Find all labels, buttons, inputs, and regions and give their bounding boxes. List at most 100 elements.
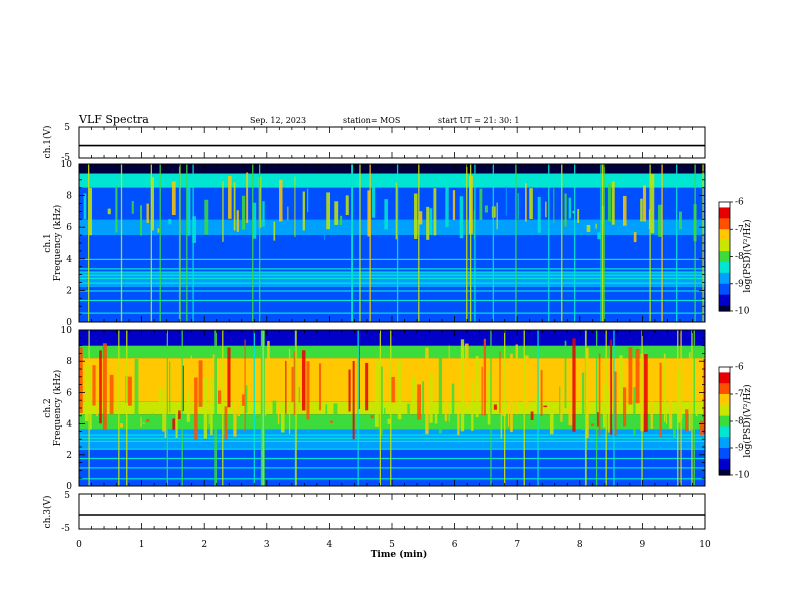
colorbar-cell <box>719 401 730 404</box>
spectrogram-burst <box>370 415 374 419</box>
colorbar-tick-label: -8 <box>735 417 744 427</box>
spectrogram-burst <box>204 199 209 235</box>
frequency-tick-label-10: 10 <box>61 160 73 170</box>
colorbar-cell <box>719 276 730 279</box>
ch2-ylabel-channel: ch.2 <box>43 398 53 417</box>
spectrogram-burst <box>484 205 488 213</box>
spectrogram-burst <box>622 387 627 427</box>
colorbar-cell <box>719 433 730 436</box>
ch3-ytick-top: 5 <box>64 491 70 501</box>
spectrogram-burst <box>171 181 176 216</box>
colorbar-cell <box>719 415 730 418</box>
spectrogram-burst <box>475 356 479 417</box>
colorbar-cell <box>719 386 730 390</box>
colorbar-tick-label: -9 <box>735 444 744 454</box>
spectrogram-burst <box>158 387 162 412</box>
colorbar-cell <box>719 272 730 276</box>
colorbar-cell <box>719 205 730 209</box>
time-tick-label-9: 9 <box>640 540 646 550</box>
spectrogram-burst <box>237 379 241 417</box>
frequency-tick-label-2: 2 <box>66 286 72 296</box>
colorbar-cell <box>719 367 730 370</box>
spectrogram-burst <box>224 406 228 439</box>
colorbar-cell <box>719 234 730 238</box>
time-tick-label-8: 8 <box>577 540 583 550</box>
spectrogram-spike <box>186 164 188 322</box>
spectrogram-burst <box>590 423 594 426</box>
frequency-tick-label-0: 0 <box>66 318 72 328</box>
spectrogram-burst <box>595 223 597 229</box>
colorbar-tick-label: -6 <box>735 363 744 373</box>
colorbar-cell <box>719 451 730 454</box>
spectrogram-spike <box>603 164 605 322</box>
spectrogram-burst <box>412 376 416 408</box>
spectrogram-burst <box>695 405 698 417</box>
colorbar-cell <box>719 399 730 402</box>
spectrogram-burst <box>597 232 601 240</box>
frequency-tick-label-6: 6 <box>66 223 72 233</box>
spectrogram-burst <box>633 232 637 243</box>
panel-ch3-waveform: 5 -5 ch.3(V) 0 1 2 3 4 5 6 7 8 9 10 Time (min) <box>42 491 711 560</box>
ch1-waveform-ylabel: ch.1(V) <box>42 126 53 159</box>
ch2-spectrogram-image <box>79 330 705 486</box>
spectrogram-line <box>79 312 705 314</box>
spectrogram-spike <box>466 164 468 322</box>
spectrogram-spike <box>351 164 354 322</box>
spectrogram-burst <box>119 423 124 428</box>
spectrogram-burst <box>162 390 165 432</box>
spectrogram-burst <box>517 193 519 220</box>
spectrogram-spike <box>390 330 392 486</box>
colorbar-ch2: -6 -7 -8 -9 -10 log(PSD)(V²/Hz) <box>718 363 753 481</box>
time-tick-label-10: 10 <box>699 540 711 550</box>
colorbar-cell <box>719 245 730 249</box>
spectrogram-burst <box>540 370 543 417</box>
spectrogram-burst <box>572 210 575 214</box>
spectrogram-burst <box>549 404 554 435</box>
spectrogram-burst <box>665 402 668 425</box>
spectrogram-burst <box>610 339 613 435</box>
spectrogram-line <box>79 437 705 439</box>
spectrogram-burst <box>262 201 265 227</box>
spectrogram-burst <box>434 412 438 424</box>
spectrogram-burst <box>677 369 681 423</box>
colorbar-cell <box>719 372 730 375</box>
spectrogram-burst <box>545 201 547 218</box>
colorbar-cell <box>719 211 730 214</box>
colorbar-cell <box>719 467 730 471</box>
colorbar-cell <box>719 404 730 408</box>
spectrogram-burst <box>425 347 429 435</box>
spectrogram-burst <box>134 358 139 426</box>
spectrogram-burst <box>581 372 585 431</box>
spectrogram-spike <box>351 164 353 322</box>
colorbar-cell <box>719 301 730 305</box>
spectrogram-burst <box>190 355 193 415</box>
spectrogram-burst <box>96 388 98 417</box>
spectrogram-spike <box>181 330 183 486</box>
spectrogram-burst <box>611 181 615 225</box>
spectrogram-spike <box>676 164 678 322</box>
colorbar-cell <box>719 408 730 411</box>
panel-ch1-waveform: 5 -5 ch.1(V) <box>42 123 706 163</box>
spectrogram-burst <box>107 208 111 215</box>
spectrogram-burst <box>560 397 563 422</box>
spectrogram-burst <box>208 381 210 425</box>
ch3-waveform-time-ticks <box>78 494 706 529</box>
colorbar-ch2-ticks: -6 -7 -8 -9 -10 <box>730 363 750 481</box>
spectrogram-line <box>79 271 705 273</box>
spectrogram-band <box>79 330 705 346</box>
spectrogram-burst <box>685 409 689 431</box>
spectrogram-spike <box>214 330 216 486</box>
spectrogram-burst <box>678 211 682 230</box>
spectrogram-burst <box>464 343 469 407</box>
spectrogram-spike <box>504 330 506 486</box>
colorbar-ch1-gradient <box>719 202 730 312</box>
spectrogram-burst <box>515 344 518 415</box>
spectrogram-burst <box>417 384 422 420</box>
spectrogram-burst <box>524 355 529 409</box>
frequency-tick-label-0: 0 <box>66 482 72 492</box>
ch1-spectrogram-image <box>79 164 705 322</box>
spectrogram-burst <box>285 360 287 414</box>
spectrogram-burst <box>395 182 398 240</box>
spectrogram-spike <box>369 164 371 322</box>
